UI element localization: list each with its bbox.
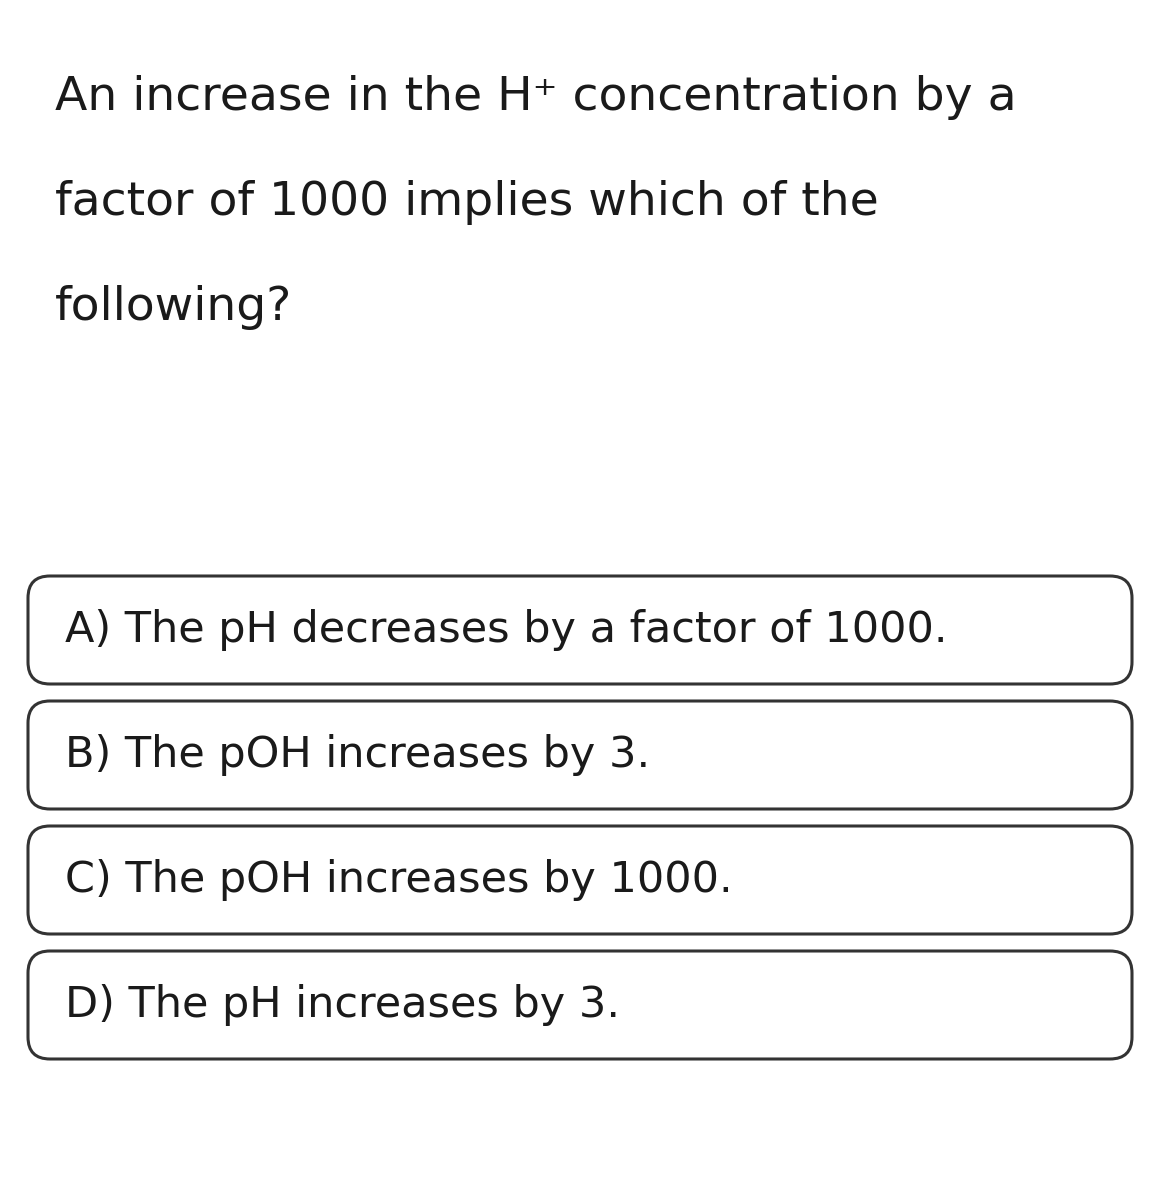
Text: C) The pOH increases by 1000.: C) The pOH increases by 1000. — [65, 859, 733, 901]
Text: following?: following? — [55, 284, 292, 330]
Text: factor of 1000 implies which of the: factor of 1000 implies which of the — [55, 180, 879, 226]
FancyBboxPatch shape — [28, 826, 1132, 934]
Text: An increase in the H⁺ concentration by a: An increase in the H⁺ concentration by a — [55, 74, 1016, 120]
FancyBboxPatch shape — [28, 950, 1132, 1058]
Text: A) The pH decreases by a factor of 1000.: A) The pH decreases by a factor of 1000. — [65, 608, 948, 650]
FancyBboxPatch shape — [28, 576, 1132, 684]
Text: D) The pH increases by 3.: D) The pH increases by 3. — [65, 984, 619, 1026]
FancyBboxPatch shape — [28, 701, 1132, 809]
Text: B) The pOH increases by 3.: B) The pOH increases by 3. — [65, 734, 650, 776]
